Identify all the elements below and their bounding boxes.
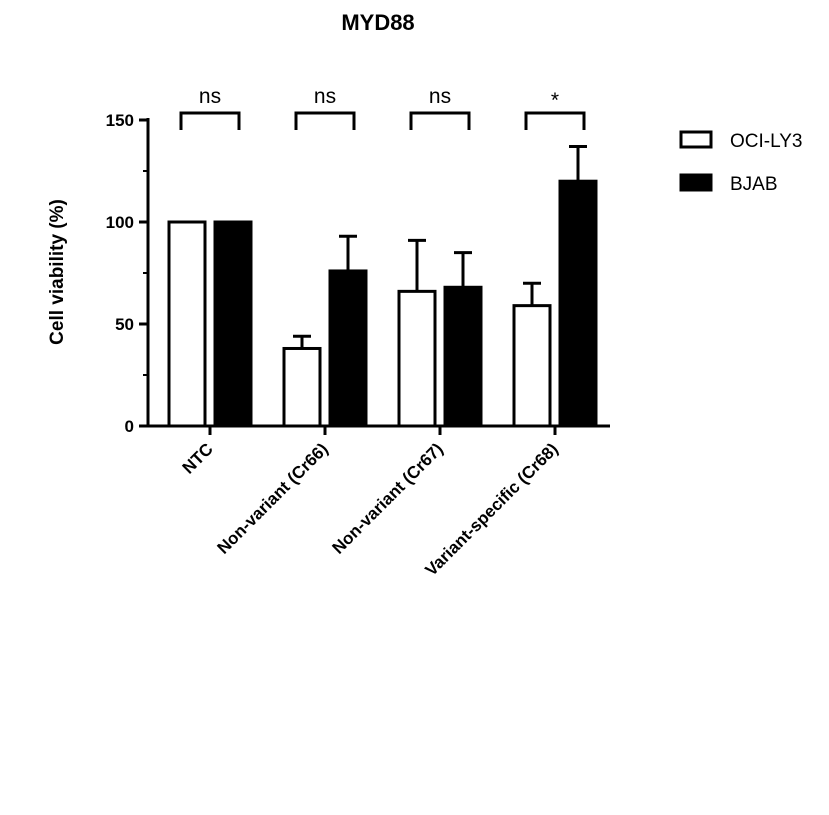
significance-label-0: ns — [199, 85, 221, 108]
bar-oci-ly3-2 — [397, 289, 437, 428]
legend-swatch-1 — [679, 173, 713, 192]
significance-bracket-3 — [524, 111, 586, 130]
bar-bjab-2 — [443, 285, 483, 428]
legend-label-0: OCI-LY3 — [730, 131, 803, 152]
y-axis-label: Cell viability (%) — [47, 199, 68, 345]
bar-bjab-0 — [213, 220, 253, 428]
significance-bracket-2 — [409, 111, 471, 130]
y-tick-label-0: 0 — [125, 417, 134, 436]
bar-oci-ly3-0 — [167, 220, 207, 428]
bar-bjab-3 — [558, 179, 598, 428]
category-label-1: Non-variant (Cr66) — [214, 439, 332, 557]
significance-label-1: ns — [314, 85, 336, 108]
legend: OCI-LY3 BJAB — [679, 130, 803, 195]
significance-bracket-1 — [294, 111, 356, 130]
bar-bjab-1 — [328, 269, 368, 428]
y-tick-label-150: 150 — [106, 111, 134, 130]
significance-bracket-0 — [179, 111, 241, 130]
legend-label-1: BJAB — [730, 174, 778, 195]
y-tick-label-50: 50 — [115, 315, 134, 334]
y-tick-label-100: 100 — [106, 213, 134, 232]
bar-oci-ly3-3 — [512, 304, 552, 428]
significance-label-3: * — [551, 89, 559, 112]
category-label-2: Non-variant (Cr67) — [329, 439, 447, 557]
bar-oci-ly3-1 — [282, 346, 322, 428]
legend-swatch-0 — [679, 130, 713, 149]
category-label-0: NTC — [179, 439, 217, 477]
significance-label-2: ns — [429, 85, 451, 108]
chart-title: MYD88 — [341, 10, 414, 35]
category-label-3: Variant-specific (Cr68) — [421, 439, 561, 579]
